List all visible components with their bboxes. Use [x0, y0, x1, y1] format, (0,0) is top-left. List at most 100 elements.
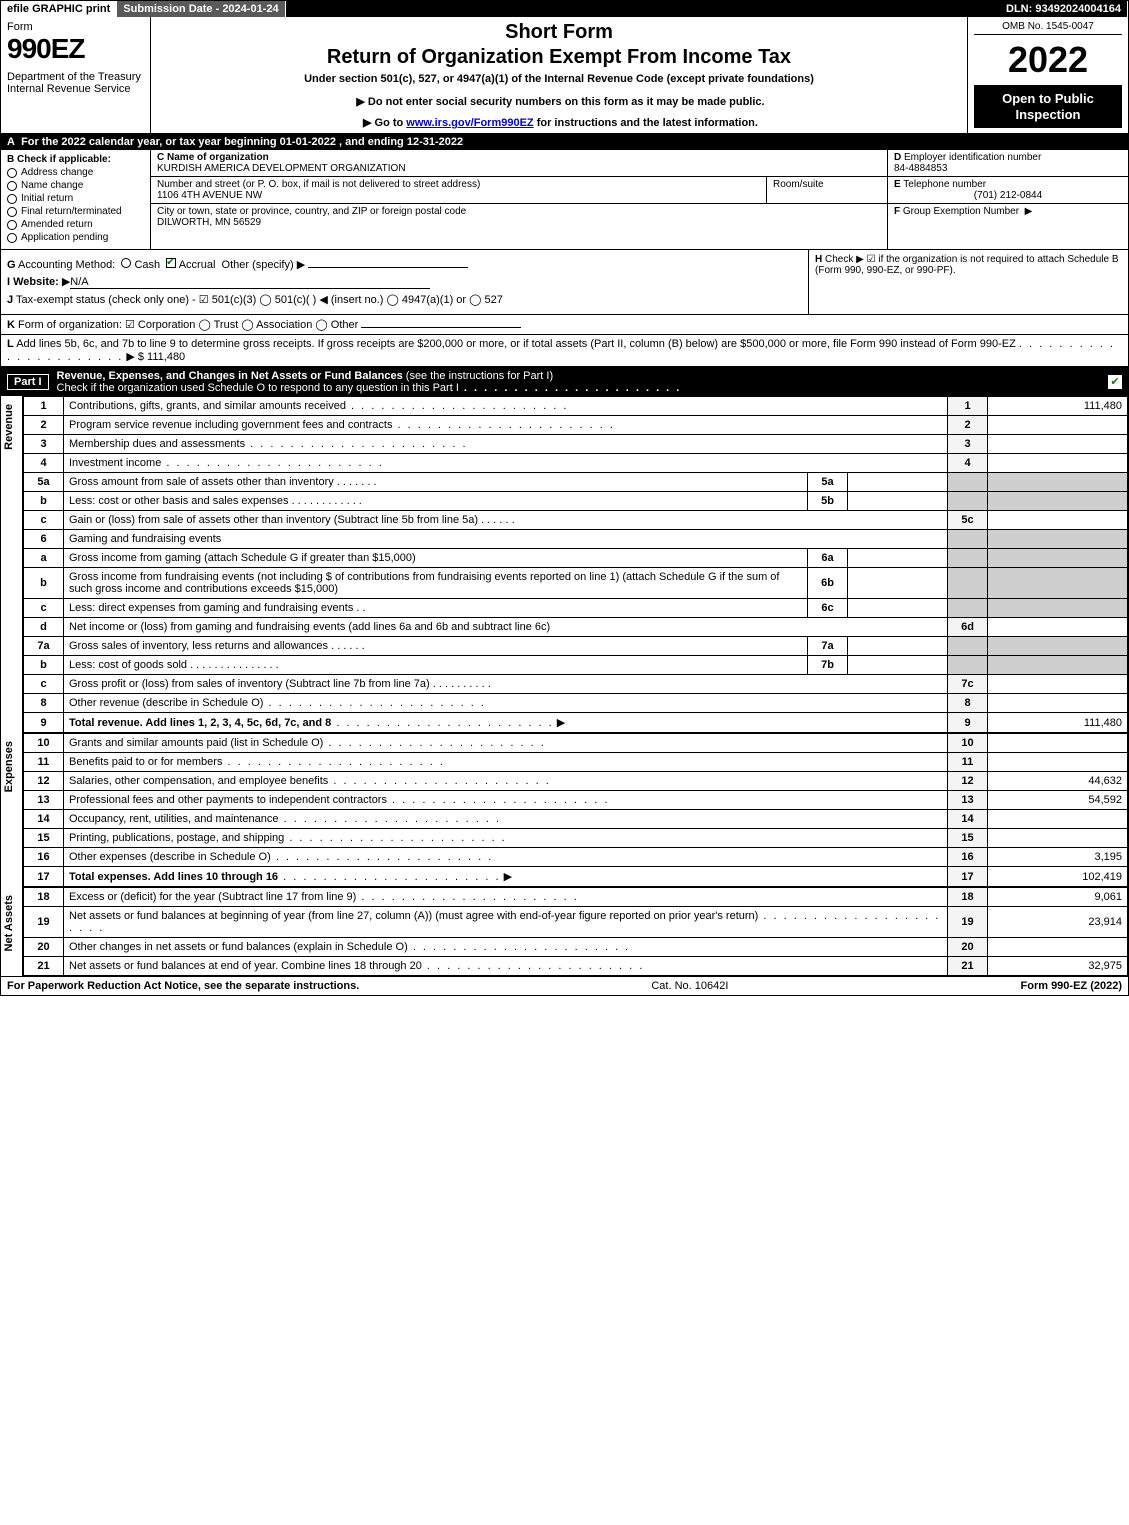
- checkbox-icon: [7, 168, 17, 178]
- line-3: 3Membership dues and assessments3: [24, 435, 1128, 454]
- footer-left: For Paperwork Reduction Act Notice, see …: [7, 980, 359, 992]
- l-amount: $ 111,480: [138, 351, 185, 363]
- checkbox-icon: [7, 233, 17, 243]
- other-method-input[interactable]: [308, 267, 468, 268]
- form-title: Return of Organization Exempt From Incom…: [159, 46, 959, 69]
- ssn-warning: Do not enter social security numbers on …: [159, 95, 959, 108]
- line-7b: bLess: cost of goods sold . . . . . . . …: [24, 656, 1128, 675]
- e-label: Telephone number: [903, 179, 986, 190]
- line-5a: 5aGross amount from sale of assets other…: [24, 473, 1128, 492]
- expenses-block: Expenses 10Grants and similar amounts pa…: [1, 733, 1128, 887]
- line-5c: cGain or (loss) from sale of assets othe…: [24, 511, 1128, 530]
- k-text: Form of organization: ☑ Corporation ◯ Tr…: [18, 319, 358, 331]
- l-text: Add lines 5b, 6c, and 7b to line 9 to de…: [16, 338, 1016, 350]
- go-suffix: for instructions and the latest informat…: [534, 117, 758, 129]
- section-f: F Group Exemption Number ▶: [888, 204, 1128, 219]
- section-g: G Accounting Method: Cash Accrual Other …: [7, 258, 802, 271]
- section-l: L Add lines 5b, 6c, and 7b to line 9 to …: [1, 335, 1128, 368]
- radio-icon[interactable]: [121, 258, 131, 268]
- go-prefix: Go to: [375, 117, 407, 129]
- line-4: 4Investment income4: [24, 454, 1128, 473]
- chk-address-change[interactable]: Address change: [7, 167, 144, 178]
- left-ghij: G Accounting Method: Cash Accrual Other …: [1, 250, 808, 314]
- part-i-header: Part I Revenue, Expenses, and Changes in…: [1, 368, 1128, 396]
- form-id-block: Form 990EZ Department of the Treasury In…: [1, 17, 151, 133]
- g-label: Accounting Method:: [18, 259, 115, 271]
- section-a-text: For the 2022 calendar year, or tax year …: [21, 136, 463, 148]
- footer-mid: Cat. No. 10642I: [359, 980, 1020, 992]
- ssn-warning-text: Do not enter social security numbers on …: [368, 96, 765, 108]
- form-990ez-page: efile GRAPHIC print Submission Date - 20…: [0, 0, 1129, 996]
- section-b: B Check if applicable: Address change Na…: [1, 150, 151, 249]
- arrow-icon: [353, 96, 367, 108]
- street-label: Number and street (or P. O. box, if mail…: [157, 179, 480, 190]
- revenue-block: Revenue 1Contributions, gifts, grants, a…: [1, 396, 1128, 733]
- line-21: 21Net assets or fund balances at end of …: [24, 957, 1128, 976]
- top-header: efile GRAPHIC print Submission Date - 20…: [1, 1, 1128, 17]
- line-6: 6Gaming and fundraising events: [24, 530, 1128, 549]
- right-header: OMB No. 1545-0047 2022 Open to Public In…: [968, 17, 1128, 133]
- k-other-input[interactable]: [361, 327, 521, 328]
- h-text: Check ▶ ☑ if the organization is not req…: [815, 254, 1119, 276]
- section-d: D Employer identification number84-48848…: [888, 150, 1128, 177]
- omb-number: OMB No. 1545-0047: [974, 21, 1122, 35]
- part-i-checkbox[interactable]: ✔: [1108, 375, 1122, 389]
- irs-link[interactable]: www.irs.gov/Form990EZ: [406, 117, 533, 129]
- line-16: 16Other expenses (describe in Schedule O…: [24, 848, 1128, 867]
- chk-initial-return[interactable]: Initial return: [7, 193, 144, 204]
- line-15: 15Printing, publications, postage, and s…: [24, 829, 1128, 848]
- title-block: Form 990EZ Department of the Treasury In…: [1, 17, 1128, 134]
- line-19: 19Net assets or fund balances at beginni…: [24, 907, 1128, 938]
- i-label: Website:: [13, 276, 59, 288]
- side-revenue: Revenue: [1, 396, 23, 733]
- j-text: Tax-exempt status (check only one) - ☑ 5…: [16, 294, 503, 306]
- line-7a: 7aGross sales of inventory, less returns…: [24, 637, 1128, 656]
- tax-year: 2022: [974, 39, 1122, 81]
- dln: DLN: 93492024004164: [1000, 1, 1128, 17]
- checkbox-icon: [7, 220, 17, 230]
- checkbox-icon: [7, 181, 17, 191]
- line-1: 1Contributions, gifts, grants, and simil…: [24, 397, 1128, 416]
- line-13: 13Professional fees and other payments t…: [24, 791, 1128, 810]
- footer-right: Form 990-EZ (2022): [1021, 980, 1123, 992]
- b-label: Check if applicable:: [17, 154, 111, 165]
- chk-amended-return[interactable]: Amended return: [7, 219, 144, 230]
- section-e: E Telephone number(701) 212-0844: [888, 177, 1128, 204]
- section-def: D Employer identification number84-48848…: [888, 150, 1128, 249]
- city-value: DILWORTH, MN 56529: [157, 217, 261, 228]
- checkbox-icon: [7, 207, 17, 217]
- line-17: 17Total expenses. Add lines 10 through 1…: [24, 867, 1128, 887]
- org-name: KURDISH AMERICA DEVELOPMENT ORGANIZATION: [157, 163, 406, 174]
- side-expenses: Expenses: [1, 733, 23, 887]
- part-badge: Part I: [7, 374, 49, 390]
- section-a: A For the 2022 calendar year, or tax yea…: [1, 134, 1128, 150]
- expenses-table: 10Grants and similar amounts paid (list …: [23, 733, 1128, 887]
- website-value: N/A: [70, 276, 430, 289]
- chk-final-return[interactable]: Final return/terminated: [7, 206, 144, 217]
- line-7c: cGross profit or (loss) from sales of in…: [24, 675, 1128, 694]
- line-10: 10Grants and similar amounts paid (list …: [24, 734, 1128, 753]
- d-label: Employer identification number: [904, 152, 1041, 163]
- form-word: Form: [7, 21, 144, 33]
- street-value: 1106 4TH AVENUE NW: [157, 190, 262, 201]
- revenue-table: 1Contributions, gifts, grants, and simil…: [23, 396, 1128, 733]
- line-20: 20Other changes in net assets or fund ba…: [24, 938, 1128, 957]
- radio-icon-checked[interactable]: [166, 258, 176, 268]
- line-18: 18Excess or (deficit) for the year (Subt…: [24, 888, 1128, 907]
- chk-name-change[interactable]: Name change: [7, 180, 144, 191]
- form-number: 990EZ: [7, 33, 144, 65]
- chk-application-pending[interactable]: Application pending: [7, 232, 144, 243]
- netassets-table: 18Excess or (deficit) for the year (Subt…: [23, 887, 1128, 976]
- netassets-block: Net Assets 18Excess or (deficit) for the…: [1, 887, 1128, 976]
- line-9: 9Total revenue. Add lines 1, 2, 3, 4, 5c…: [24, 713, 1128, 733]
- org-address-block: Number and street (or P. O. box, if mail…: [151, 177, 887, 203]
- line-12: 12Salaries, other compensation, and empl…: [24, 772, 1128, 791]
- line-5b: bLess: cost or other basis and sales exp…: [24, 492, 1128, 511]
- org-city-block: City or town, state or province, country…: [151, 203, 887, 230]
- line-6a: aGross income from gaming (attach Schedu…: [24, 549, 1128, 568]
- efile-label: efile GRAPHIC print: [1, 1, 117, 17]
- line-6c: cLess: direct expenses from gaming and f…: [24, 599, 1128, 618]
- open-to-public: Open to Public Inspection: [974, 85, 1122, 128]
- line-11: 11Benefits paid to or for members11: [24, 753, 1128, 772]
- f-label: Group Exemption Number: [903, 206, 1019, 217]
